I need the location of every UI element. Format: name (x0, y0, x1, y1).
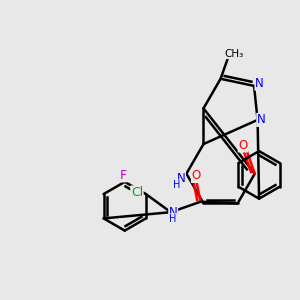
Text: H: H (173, 180, 181, 190)
Text: N: N (169, 206, 178, 219)
Text: N: N (257, 113, 266, 126)
Text: N: N (177, 172, 185, 184)
Text: N: N (255, 77, 264, 90)
Text: O: O (238, 139, 248, 152)
Text: CH₃: CH₃ (224, 49, 244, 58)
Text: O: O (191, 169, 201, 182)
Text: Cl: Cl (131, 186, 143, 199)
Text: H: H (169, 214, 177, 224)
Text: F: F (120, 169, 127, 182)
